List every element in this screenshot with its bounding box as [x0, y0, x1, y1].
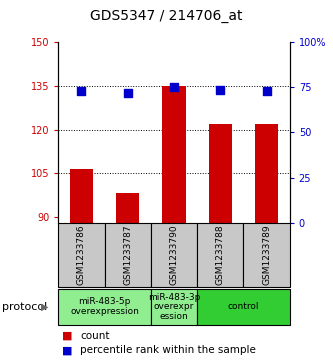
Point: [264, 88, 269, 94]
Bar: [70, 169, 93, 223]
Bar: [105, 223, 151, 287]
Text: GSM1233789: GSM1233789: [262, 225, 271, 285]
Text: ■: ■: [62, 331, 72, 341]
Text: miR-483-3p
overexpr
ession: miR-483-3p overexpr ession: [148, 293, 200, 321]
Text: count: count: [80, 331, 110, 341]
Bar: [163, 86, 185, 223]
Point: [125, 90, 131, 96]
Bar: [58, 289, 151, 325]
Text: GSM1233790: GSM1233790: [169, 225, 178, 285]
Bar: [255, 124, 278, 223]
Bar: [58, 223, 105, 287]
Text: GDS5347 / 214706_at: GDS5347 / 214706_at: [90, 9, 243, 23]
Bar: [209, 124, 232, 223]
Text: GSM1233786: GSM1233786: [77, 225, 86, 285]
Text: percentile rank within the sample: percentile rank within the sample: [80, 345, 256, 355]
Bar: [243, 223, 290, 287]
Bar: [116, 192, 139, 223]
Bar: [197, 289, 290, 325]
Text: GSM1233788: GSM1233788: [216, 225, 225, 285]
Bar: [151, 289, 197, 325]
Text: GSM1233787: GSM1233787: [123, 225, 132, 285]
Text: miR-483-5p
overexpression: miR-483-5p overexpression: [70, 297, 139, 316]
Point: [218, 87, 223, 93]
Text: control: control: [228, 302, 259, 311]
Point: [79, 88, 84, 94]
Bar: [197, 223, 243, 287]
Text: protocol: protocol: [2, 302, 47, 312]
Text: ▶: ▶: [41, 302, 49, 312]
Text: ■: ■: [62, 345, 72, 355]
Bar: [151, 223, 197, 287]
Point: [171, 84, 176, 90]
